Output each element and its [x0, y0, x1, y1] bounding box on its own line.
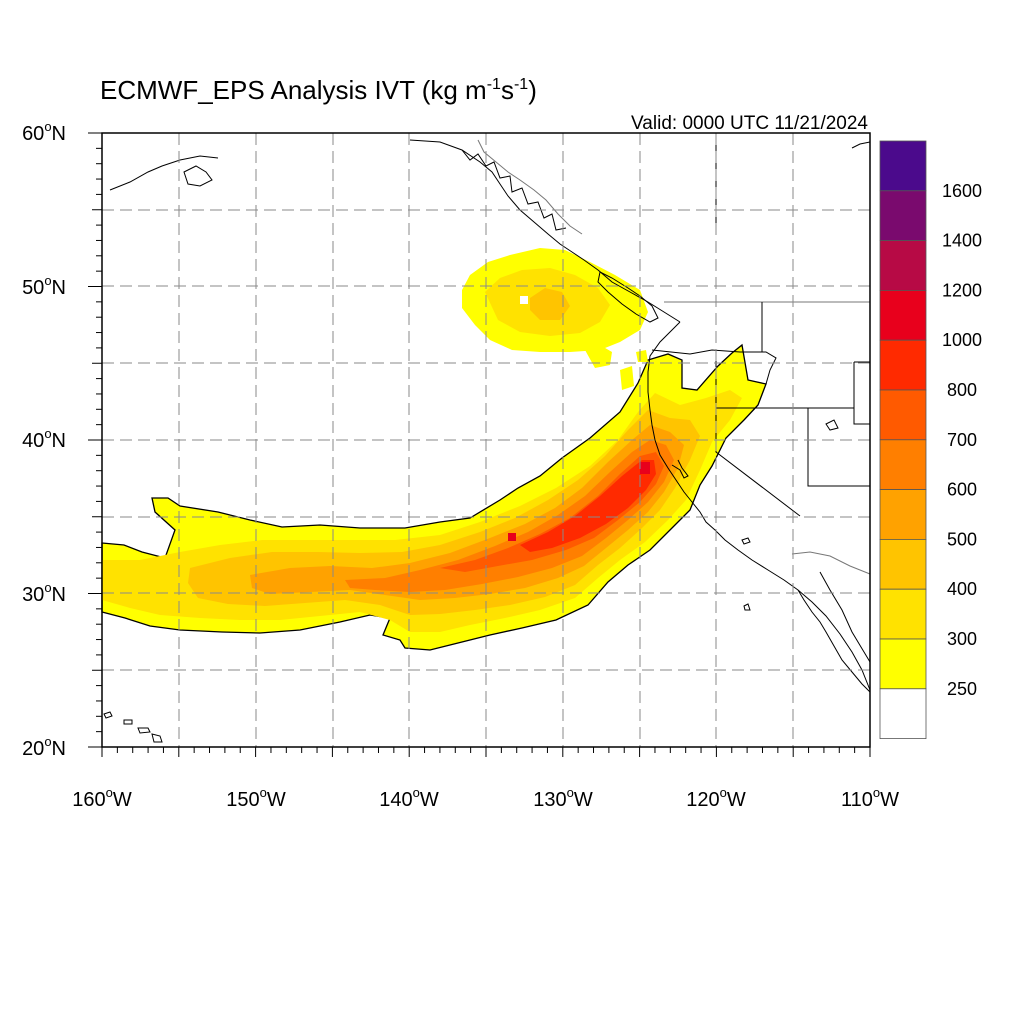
coast-mexico-gulf: [819, 571, 871, 663]
lat-label-50: 50oN: [22, 273, 66, 299]
colorbar-box: [879, 539, 927, 590]
colorbar-label: 300: [947, 629, 977, 649]
ivt-blob-hole: [520, 296, 528, 304]
hawaii-islands: [103, 711, 163, 743]
ivt-field: [101, 248, 767, 651]
colorbar-label: 800: [947, 380, 977, 400]
border-ak-canada: [477, 139, 583, 235]
colorbar-label: 700: [947, 430, 977, 450]
colorbar-label: 1200: [942, 280, 982, 300]
colorbar-box: [879, 489, 927, 540]
coastlines: [103, 139, 871, 743]
boundaries: [477, 133, 871, 575]
colorbar-box: [879, 339, 927, 391]
ivt-contour-800: [520, 460, 656, 552]
coast-alaska-bc: [409, 139, 681, 323]
colorbar-box: [879, 638, 927, 690]
coast-us-west: [647, 321, 871, 691]
lon-label-150w: 150oW: [226, 785, 286, 811]
title-mid: s: [501, 75, 514, 105]
colorbar-label: 1600: [942, 181, 982, 201]
ivt-blob-tail: [585, 345, 648, 390]
coast-ne-corner: [851, 141, 871, 149]
border-states-west: [651, 302, 870, 517]
colorbar-box: [879, 240, 927, 291]
coast-gulf-detail: [461, 149, 567, 231]
lat-label-60: 60oN: [22, 119, 66, 145]
colorbar-box: [879, 439, 927, 490]
colorbar-box: [879, 140, 927, 192]
colorbar-label: 250: [947, 679, 977, 699]
coast-aleutian: [109, 155, 219, 191]
ivt-blob-400: [530, 288, 570, 320]
lat-label-40: 40oN: [22, 426, 66, 452]
lon-label-130w: 130oW: [533, 785, 593, 811]
colorbar-label: 600: [947, 480, 977, 500]
lat-label-20: 20oN: [22, 734, 66, 760]
colorbar-label: 400: [947, 579, 977, 599]
title-main: ECMWF_EPS Analysis IVT (kg m: [100, 75, 487, 105]
channel-islands: [741, 419, 839, 611]
title-sup-1: -1: [487, 76, 501, 93]
colorbar-box: [879, 389, 927, 441]
colorbar-label: 1000: [942, 330, 982, 350]
map-panel: [88, 132, 871, 757]
valid-time: Valid: 0000 UTC 11/21/2024: [631, 113, 868, 134]
colorbar: 1600 1400 1200 1000 800 700 600 500 400 300 250: [879, 140, 982, 739]
ivt-contour-1000: [640, 462, 650, 474]
lon-label-140w: 140oW: [379, 785, 439, 811]
title-sup-2: -1: [514, 76, 528, 93]
lon-labels: 160oW 150oW 140oW 130oW 120oW 110oW: [72, 785, 899, 811]
coast-kodiak: [183, 165, 213, 187]
colorbar-box: [879, 688, 927, 739]
coast-baja: [797, 589, 871, 693]
map-title: ECMWF_EPS Analysis IVT (kg m-1s-1): [100, 75, 537, 105]
graticule: [102, 133, 870, 747]
colorbar-box: [879, 190, 927, 242]
colorbar-label: 500: [947, 529, 977, 549]
lon-label-110w: 110oW: [841, 785, 899, 811]
title-end: ): [528, 75, 537, 105]
lon-label-160w: 160oW: [72, 785, 132, 811]
colorbar-label: 1400: [942, 231, 982, 251]
coast-bay-area: [671, 459, 689, 479]
colorbar-box: [879, 289, 927, 341]
ivt-contour-1000-b: [508, 533, 516, 541]
lat-labels: 60oN 50oN 40oN 30oN 20oN: [22, 119, 66, 760]
border-us-mexico: [791, 551, 871, 575]
lon-label-120w: 120oW: [686, 785, 746, 811]
tick-marks: [88, 132, 871, 757]
colorbar-box: [879, 588, 927, 640]
lat-label-30: 30oN: [22, 580, 66, 606]
